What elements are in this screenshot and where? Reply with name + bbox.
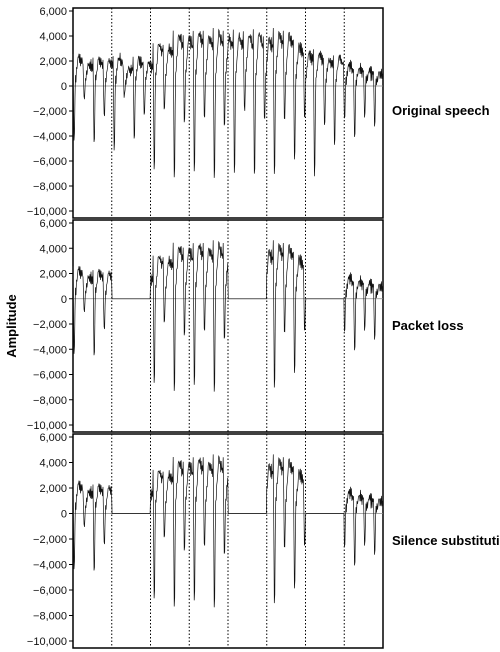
y-tick-label: −2,000 xyxy=(33,534,67,546)
y-tick-label: 6,000 xyxy=(39,218,67,230)
y-ticks: 6,000 4,000 2,000 0 −2,000 −4,000 −6,000 −8,000… xyxy=(27,432,73,648)
y-tick-label: 2,000 xyxy=(39,483,67,495)
series-line xyxy=(72,27,384,178)
y-tick-label: −6,000 xyxy=(33,370,67,382)
y-tick-label: 2,000 xyxy=(39,269,67,281)
y-ticks: 6,000 4,000 2,000 0 −2,000 −4,000 −6,000 −8,000… xyxy=(27,218,73,432)
panel-original-speech: 6,000 4,000 2,000 0 −2,000 −4,000 −6,000 −8,000… xyxy=(27,6,490,219)
packet-boundary-lines xyxy=(111,434,345,648)
y-tick-label: 6,000 xyxy=(39,432,67,444)
panel-title: Packet loss xyxy=(392,318,464,333)
y-tick-label: −6,000 xyxy=(33,585,67,597)
y-tick-label: −8,000 xyxy=(33,181,67,193)
y-tick-label: 0 xyxy=(61,81,67,93)
y-tick-label: 4,000 xyxy=(39,31,67,43)
y-tick-label: −10,000 xyxy=(27,420,67,432)
y-tick-label: −4,000 xyxy=(33,560,67,572)
y-axis-label: Amplitude xyxy=(4,294,19,358)
y-tick-label: 6,000 xyxy=(39,6,67,18)
y-tick-label: −8,000 xyxy=(33,395,67,407)
panel-title: Silence substitution xyxy=(392,533,500,548)
series-line xyxy=(72,454,384,608)
y-tick-label: −4,000 xyxy=(33,344,67,356)
y-tick-label: 4,000 xyxy=(39,243,67,255)
y-tick-label: 4,000 xyxy=(39,458,67,470)
y-tick-label: −2,000 xyxy=(33,319,67,331)
y-tick-label: −4,000 xyxy=(33,131,67,143)
y-tick-label: −8,000 xyxy=(33,611,67,623)
y-tick-label: 2,000 xyxy=(39,56,67,68)
packet-boundary-lines xyxy=(111,220,345,432)
y-tick-label: −2,000 xyxy=(33,106,67,118)
panel-packet-loss: 6,000 4,000 2,000 0 −2,000 −4,000 −6,000 −8,000… xyxy=(27,218,464,433)
y-tick-label: −10,000 xyxy=(27,636,67,648)
y-ticks: 6,000 4,000 2,000 0 −2,000 −4,000 −6,000 −8,000… xyxy=(27,6,73,218)
y-tick-label: 0 xyxy=(61,294,67,306)
panel-silence-substitution: 6,000 4,000 2,000 0 −2,000 −4,000 −6,000 −8,000… xyxy=(27,432,500,649)
y-tick-label: −10,000 xyxy=(27,206,67,218)
packet-boundary-lines xyxy=(111,8,345,218)
series-line xyxy=(72,240,384,392)
y-tick-label: −6,000 xyxy=(33,156,67,168)
panel-title: Original speech xyxy=(392,103,490,118)
y-tick-label: 0 xyxy=(61,509,67,521)
